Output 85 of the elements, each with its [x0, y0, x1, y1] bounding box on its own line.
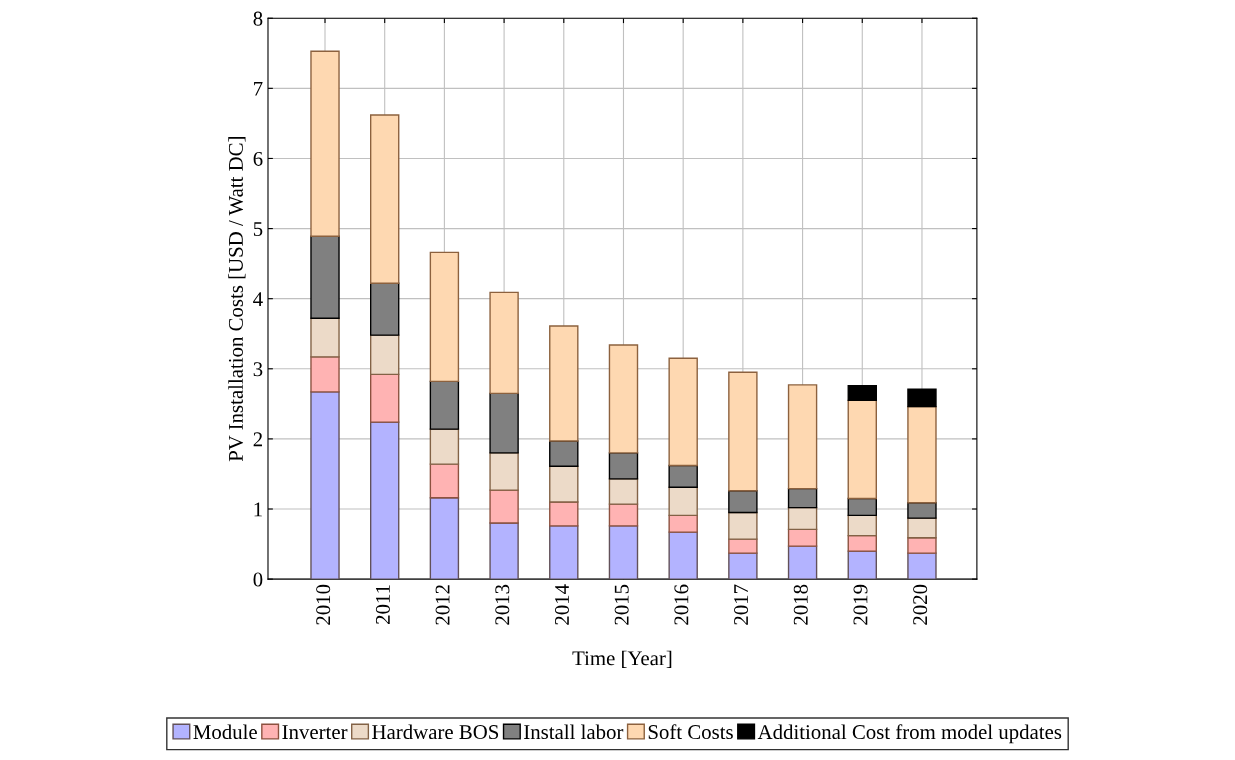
bar — [787, 384, 818, 490]
bar — [728, 552, 758, 580]
bar — [429, 251, 460, 383]
bar — [489, 452, 519, 491]
bar — [907, 388, 937, 408]
x-tick-label: 2014 — [554, 584, 569, 625]
bar — [907, 537, 937, 554]
bar — [907, 552, 937, 580]
bar — [847, 384, 877, 402]
bar — [608, 503, 639, 527]
legend-label: Install labor — [524, 724, 624, 740]
bar — [608, 525, 639, 580]
bar — [847, 514, 877, 537]
bar — [369, 114, 400, 284]
bar — [728, 371, 758, 492]
bar — [787, 545, 818, 580]
bar — [668, 486, 698, 517]
bar — [549, 501, 579, 527]
y-tick-label: 1 — [254, 502, 262, 517]
x-tick-label: 2018 — [793, 584, 808, 625]
bar — [728, 490, 758, 514]
bar — [489, 522, 519, 580]
y-tick-label: 3 — [253, 362, 263, 377]
bar — [608, 452, 639, 480]
bar — [787, 506, 818, 531]
bar — [847, 399, 877, 500]
bar — [369, 421, 400, 580]
bar — [787, 528, 818, 547]
bar — [847, 550, 877, 580]
bar — [787, 487, 818, 509]
bar — [549, 440, 579, 467]
bar — [668, 531, 698, 580]
legend-label: Additional Cost from model updates — [757, 724, 1062, 744]
bar — [549, 465, 579, 503]
bar — [489, 489, 519, 524]
legend-label: Soft Costs — [648, 724, 733, 740]
y-tick-label: 8 — [253, 11, 263, 26]
bar — [847, 534, 877, 552]
x-tick-label: 2015 — [614, 584, 629, 625]
y-tick-label: 2 — [253, 432, 262, 447]
y-tick-label: 7 — [254, 81, 263, 96]
bar — [608, 344, 639, 454]
x-tick-label: 2010 — [316, 584, 331, 625]
bar — [369, 373, 400, 423]
bar — [369, 334, 400, 376]
bar — [369, 282, 400, 336]
bar — [429, 380, 460, 430]
bar — [668, 357, 698, 467]
bar — [549, 525, 579, 580]
bar — [608, 478, 639, 505]
bar — [429, 463, 460, 499]
x-tick-label: 2013 — [495, 584, 510, 625]
bar — [907, 517, 937, 539]
bar — [310, 356, 340, 393]
bar — [310, 50, 340, 237]
bar — [728, 538, 758, 554]
bar — [429, 428, 460, 465]
x-tick-label: 2017 — [734, 584, 749, 625]
y-tick-label: 6 — [253, 151, 263, 166]
bar — [907, 502, 937, 519]
x-tick-label: 2016 — [674, 584, 689, 625]
bar — [668, 514, 698, 533]
bar — [489, 392, 519, 454]
y-tick-label: 5 — [253, 222, 263, 236]
bar — [847, 497, 877, 517]
bar — [489, 291, 519, 395]
bar — [728, 511, 758, 540]
x-axis-title: Time [Year] — [572, 650, 672, 668]
y-tick-label: 0 — [253, 572, 263, 587]
x-tick-label: 2012 — [435, 585, 450, 625]
x-tick-label: 2011 — [375, 585, 390, 624]
bar — [668, 464, 698, 488]
bar — [907, 405, 937, 504]
x-tick-label: 2020 — [913, 584, 928, 625]
y-tick-label: 4 — [253, 292, 263, 306]
legend-label: Inverter — [282, 725, 348, 740]
legend-label: Hardware BOS — [372, 724, 499, 740]
legend-label: Module — [193, 724, 257, 740]
bar — [310, 391, 340, 580]
bar — [310, 235, 340, 320]
bar — [310, 317, 340, 358]
bar — [429, 497, 460, 580]
x-tick-label: 2019 — [853, 584, 868, 625]
y-axis-title: PV Installation Costs [USD / Watt DC] — [228, 137, 246, 462]
bar — [549, 325, 579, 442]
